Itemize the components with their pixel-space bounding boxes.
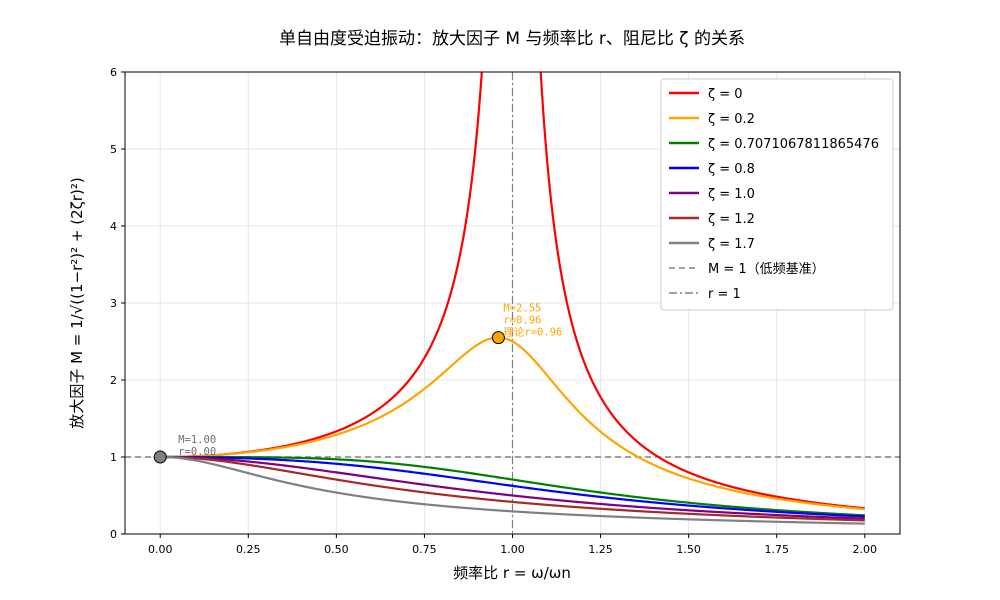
legend-label: ζ = 1.2 <box>708 212 755 227</box>
series-line-3 <box>160 455 865 518</box>
annotation-text: M=2.55 <box>503 303 541 315</box>
x-tick-label: 1.25 <box>588 543 613 556</box>
x-axis-title: 频率比 r = ω/ωn <box>453 564 571 582</box>
annotation-text: 理论r=0.96 <box>503 326 562 339</box>
x-tick-label: 1.50 <box>676 543 701 556</box>
legend-label: ζ = 1.0 <box>708 187 755 202</box>
x-tick-label: 1.00 <box>500 543 525 556</box>
series-line-6 <box>160 455 865 525</box>
annotation-text: r=0.00 <box>178 446 216 458</box>
series-line-5 <box>160 455 865 522</box>
legend: ζ = 0 ζ = 0.2 ζ = 0.7071067811865476 ζ = 0.… <box>660 78 894 311</box>
legend-label: ζ = 0.7071067811865476 <box>708 137 879 152</box>
legend-label: ζ = 0 <box>708 87 743 102</box>
y-tick-label: 4 <box>110 220 117 233</box>
legend-label: ζ = 0.2 <box>708 112 755 127</box>
annotation-text: M=1.00 <box>178 434 216 446</box>
series-line-4 <box>160 455 865 520</box>
series-line-0 <box>160 72 483 459</box>
y-tick-label: 1 <box>110 451 117 464</box>
y-tick-label: 6 <box>110 66 117 79</box>
legend-box <box>660 78 894 311</box>
y-tick-label: 0 <box>110 528 117 541</box>
legend-label: M = 1（低频基准） <box>708 262 825 277</box>
series-line-2 <box>160 455 865 517</box>
x-tick-label: 0.50 <box>324 543 349 556</box>
series-lines <box>160 72 865 525</box>
x-tick-label: 1.75 <box>764 543 789 556</box>
legend-label: ζ = 1.7 <box>708 237 755 252</box>
annotation-text: r=0.96 <box>503 315 541 327</box>
annotation-marker <box>491 331 505 345</box>
x-tick-label: 2.00 <box>853 543 878 556</box>
x-tick-label: 0.25 <box>236 543 261 556</box>
chart-title: 单自由度受迫振动：放大因子 M 与频率比 r、阻尼比 ζ 的关系 <box>279 29 745 49</box>
series-line-1 <box>160 336 865 511</box>
y-axis-ticks: 0 1 2 3 4 5 6 <box>110 66 125 541</box>
legend-label: ζ = 0.8 <box>708 162 755 177</box>
y-tick-label: 3 <box>110 297 117 310</box>
x-tick-label: 0.00 <box>148 543 173 556</box>
x-tick-label: 0.75 <box>412 543 437 556</box>
x-axis-ticks: 0.00 0.25 0.50 0.75 1.00 1.25 1.50 1.75 2.00 <box>148 534 877 556</box>
series-line-0 <box>539 72 865 510</box>
reference-lines <box>125 72 900 534</box>
y-tick-label: 2 <box>110 374 117 387</box>
y-axis-title: 放大因子 M = 1/√((1−r²)² + (2ζr)²) <box>68 177 86 428</box>
legend-label: r = 1 <box>708 287 741 302</box>
annotation-marker <box>153 450 167 464</box>
y-tick-label: 5 <box>110 143 117 156</box>
